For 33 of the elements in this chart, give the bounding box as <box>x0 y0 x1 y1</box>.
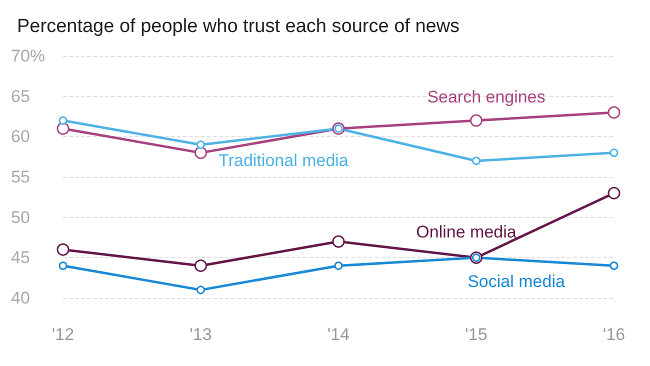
point <box>196 140 205 149</box>
series-label: Traditional media <box>218 150 349 170</box>
point <box>58 261 68 270</box>
series-label: Social media <box>468 272 566 291</box>
y-tick-label: 45 <box>11 248 30 268</box>
y-tick-label: 55 <box>11 168 30 186</box>
point <box>56 122 70 135</box>
y-tick-label: 60 <box>11 127 30 146</box>
y-tick-label: 65 <box>11 86 30 106</box>
x-tick-label: '14 <box>327 325 350 344</box>
point <box>194 146 207 160</box>
series-label: Online media <box>416 222 517 242</box>
point <box>194 259 207 272</box>
point <box>610 261 618 270</box>
y-tick-label: 50 <box>11 208 30 227</box>
point <box>196 286 205 294</box>
point <box>472 156 480 166</box>
point <box>610 148 618 158</box>
series-label: Search engines <box>427 87 546 106</box>
point <box>608 186 620 200</box>
point <box>58 116 68 125</box>
point <box>470 114 482 127</box>
x-tick-label: '12 <box>52 325 74 344</box>
x-tick-label: '13 <box>190 325 212 344</box>
x-tick-label: '15 <box>465 325 488 344</box>
point <box>56 243 70 256</box>
y-tick-label: 40 <box>11 288 30 308</box>
point <box>334 261 343 270</box>
chart-title: Percentage of people who trust each source of news <box>17 16 460 37</box>
x-tick-label: '16 <box>602 325 626 344</box>
point <box>332 235 345 248</box>
point <box>608 106 620 119</box>
y-tick-label: 70% <box>11 46 46 66</box>
